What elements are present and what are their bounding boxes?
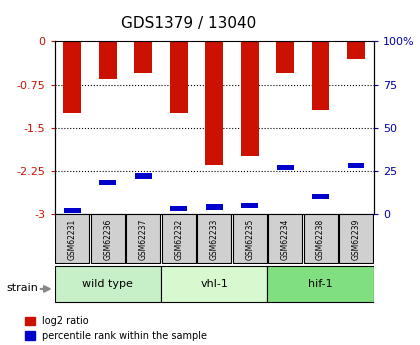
FancyBboxPatch shape (339, 214, 373, 264)
Bar (241, 41, 259, 156)
Bar (63, 41, 81, 113)
Text: GSM62233: GSM62233 (210, 218, 219, 259)
Text: hif-1: hif-1 (308, 279, 333, 289)
Text: GDS1379 / 13040: GDS1379 / 13040 (121, 16, 257, 31)
Bar (99, 41, 117, 79)
Bar (347, 41, 365, 59)
Text: GSM62236: GSM62236 (103, 218, 112, 259)
FancyBboxPatch shape (91, 214, 125, 264)
Text: GSM62238: GSM62238 (316, 218, 325, 259)
Text: vhl-1: vhl-1 (200, 279, 228, 289)
FancyBboxPatch shape (161, 266, 268, 302)
Bar (170, 41, 188, 113)
Bar (277, 165, 294, 170)
Bar (276, 41, 294, 73)
Text: GSM62234: GSM62234 (281, 218, 290, 259)
Text: GSM62231: GSM62231 (68, 218, 77, 259)
Text: wild type: wild type (82, 279, 133, 289)
Bar (348, 163, 365, 168)
FancyBboxPatch shape (268, 214, 302, 264)
Bar (171, 206, 187, 211)
Bar (206, 204, 223, 209)
Text: GSM62239: GSM62239 (352, 218, 360, 259)
FancyBboxPatch shape (268, 266, 374, 302)
FancyBboxPatch shape (304, 214, 338, 264)
FancyBboxPatch shape (126, 214, 160, 264)
Bar (100, 180, 116, 186)
Text: GSM62235: GSM62235 (245, 218, 254, 259)
FancyBboxPatch shape (55, 214, 89, 264)
Legend: log2 ratio, percentile rank within the sample: log2 ratio, percentile rank within the s… (21, 312, 211, 345)
Bar (205, 41, 223, 165)
Text: strain: strain (6, 283, 38, 293)
Bar (312, 194, 329, 199)
FancyBboxPatch shape (162, 214, 196, 264)
FancyBboxPatch shape (55, 266, 161, 302)
Bar (135, 173, 152, 179)
Bar (134, 41, 152, 73)
FancyBboxPatch shape (197, 214, 231, 264)
Bar (312, 41, 329, 110)
Text: GSM62232: GSM62232 (174, 218, 183, 259)
Text: GSM62237: GSM62237 (139, 218, 148, 259)
Bar (241, 203, 258, 208)
Bar (64, 208, 81, 213)
FancyBboxPatch shape (233, 214, 267, 264)
